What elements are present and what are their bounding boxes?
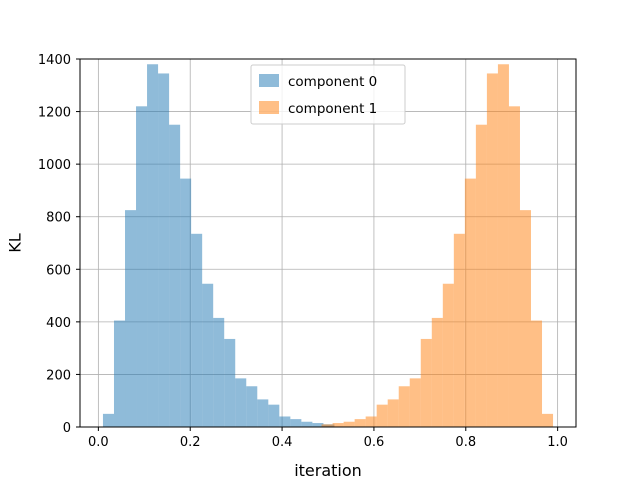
- histogram-bar-component-0: [102, 413, 114, 427]
- histogram-bar-component-1: [354, 419, 366, 427]
- plot-frame: [79, 58, 577, 428]
- histogram-bar-component-0: [290, 419, 302, 427]
- histogram-bar-component-1: [475, 124, 487, 427]
- histogram-bar-component-1: [343, 421, 355, 427]
- histogram-bar-component-1: [519, 210, 531, 427]
- histogram-bar-component-0: [224, 338, 236, 427]
- histogram-bar-component-1: [464, 178, 476, 427]
- legend: component 0 component 1: [250, 64, 406, 125]
- histogram-bar-component-1: [542, 413, 554, 427]
- histogram-bar-component-0: [257, 399, 269, 427]
- histogram-bar-component-0: [113, 320, 126, 427]
- histogram-bar-component-0: [213, 317, 225, 427]
- legend-box: [250, 64, 406, 125]
- histogram-bar-component-1: [332, 423, 344, 427]
- histogram-bar-component-1: [442, 283, 454, 427]
- legend-label-component-1: component 1: [288, 101, 377, 117]
- histogram-bar-component-0: [246, 386, 258, 427]
- histogram-bar-component-0: [235, 378, 247, 427]
- y-tick-label: 0: [63, 421, 71, 436]
- y-tick-label: 1000: [38, 158, 71, 173]
- y-tick-label: 200: [46, 368, 71, 383]
- histogram-bar-component-0: [268, 404, 280, 427]
- histogram-bar-component-1: [387, 399, 399, 427]
- histogram-bar-component-1: [453, 233, 465, 427]
- histogram-bar-component-0: [202, 283, 214, 427]
- histogram-bar-component-0: [136, 106, 148, 428]
- y-tick-label: 400: [46, 316, 71, 331]
- histogram-bar-component-1: [486, 73, 498, 427]
- histogram-bar-component-1: [530, 320, 543, 427]
- x-tick-label: 0.4: [272, 435, 293, 450]
- histogram-bar-component-0: [279, 416, 291, 427]
- x-tick-label: 0.2: [180, 435, 201, 450]
- histogram-bar-component-0: [312, 423, 324, 427]
- y-tick-label: 1200: [38, 106, 71, 121]
- histogram-bar-component-1: [431, 317, 443, 427]
- histogram-bar-component-1: [420, 338, 432, 427]
- histogram-bar-component-0: [191, 233, 203, 427]
- histogram-bar-component-1: [409, 378, 421, 427]
- histogram-bar-component-0: [169, 124, 181, 427]
- histogram-bar-component-1: [497, 64, 509, 427]
- histogram-bar-component-0: [147, 64, 159, 427]
- histogram-bar-component-0: [158, 73, 170, 427]
- y-axis-label: KL: [6, 233, 25, 252]
- histogram-bar-component-0: [180, 178, 192, 427]
- x-tick-label: 0.0: [88, 435, 109, 450]
- y-tick-label: 1400: [38, 53, 71, 68]
- axis-ticks: 0.0 0.2 0.4 0.6 0.8 1.0 0 200 400 600 800 1000 1200 1…: [38, 53, 568, 450]
- histogram-bar-component-1: [508, 106, 520, 428]
- histogram-bar-component-1: [398, 386, 410, 427]
- histogram-bar-component-1: [365, 416, 377, 427]
- histogram-bars: [102, 64, 554, 428]
- histogram-bar-component-0: [301, 421, 313, 427]
- legend-label-component-0: component 0: [288, 74, 377, 90]
- x-tick-label: 0.8: [455, 435, 476, 450]
- x-tick-label: 0.6: [364, 435, 385, 450]
- histogram-bar-component-1: [376, 404, 388, 427]
- histogram-bar-component-1: [321, 424, 333, 427]
- x-axis-label: iteration: [294, 461, 362, 480]
- legend-swatch-component-1: [259, 101, 279, 114]
- y-tick-label: 800: [46, 211, 71, 226]
- histogram-bar-component-0: [125, 210, 137, 427]
- x-tick-label: 1.0: [547, 435, 568, 450]
- legend-swatch-component-0: [259, 74, 279, 87]
- y-tick-label: 600: [46, 263, 71, 278]
